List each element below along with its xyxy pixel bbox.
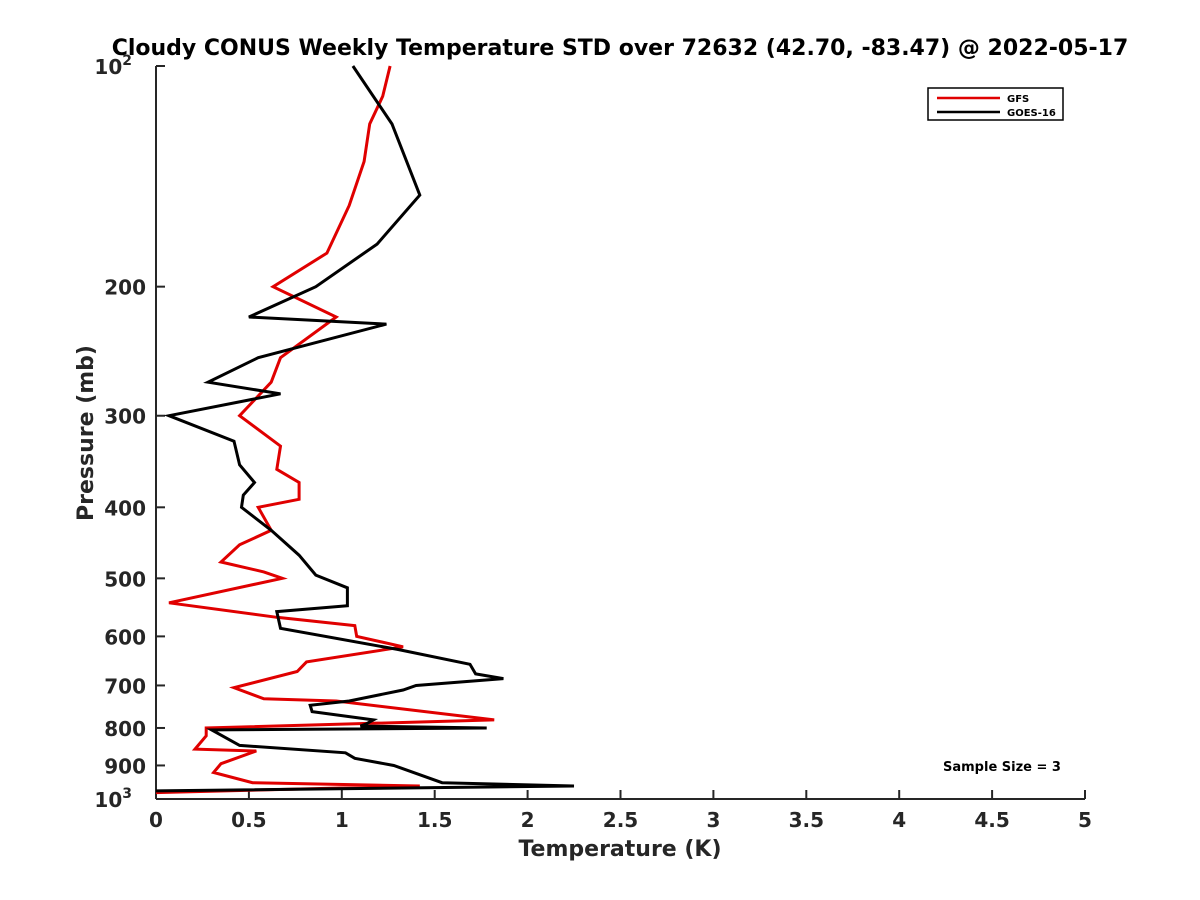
y-tick-exponent: 3 [122,786,132,802]
legend-label-gfs: GFS [1007,94,1029,105]
x-tick-label: 5 [1078,808,1092,832]
sample-size-annotation: Sample Size = 3 [943,760,1061,775]
chart-title: Cloudy CONUS Weekly Temperature STD over… [112,36,1129,61]
x-tick-label: 1 [335,808,349,832]
x-tick-label: 3.5 [789,808,824,832]
y-tick-label: 900 [104,754,146,778]
legend-label-goes-16: GOES-16 [1007,108,1056,119]
series-line-goes-16 [155,65,575,793]
x-tick-label: 4 [892,808,906,832]
legend: GFS GOES-16 [927,87,1064,121]
y-tick-exponent: 2 [122,53,132,69]
plot-area: 0 0.5 1 1.5 2 2.5 3 3.5 4 4.5 51022003004005006007… [94,53,1092,832]
y-tick-label: 500 [104,567,146,591]
x-axis-label: Temperature (K) [518,837,721,862]
x-tick-label: 3 [706,808,720,832]
y-tick-label: 800 [104,717,146,741]
x-tick-label: 0 [149,808,163,832]
y-tick-label: 400 [104,496,146,520]
y-tick-label: 600 [104,625,146,649]
x-tick-label: 1.5 [417,808,452,832]
x-tick-label: 4.5 [974,808,1009,832]
y-tick-label: 200 [104,276,146,300]
legend-box [927,87,1064,121]
x-tick-label: 2.5 [603,808,638,832]
x-tick-label: 0.5 [231,808,266,832]
x-tick-label: 2 [521,808,535,832]
series-line-gfs [155,65,495,795]
y-axis-label: Pressure (mb) [74,345,99,521]
y-tick-label: 300 [104,405,146,429]
y-tick-label: 700 [104,674,146,698]
